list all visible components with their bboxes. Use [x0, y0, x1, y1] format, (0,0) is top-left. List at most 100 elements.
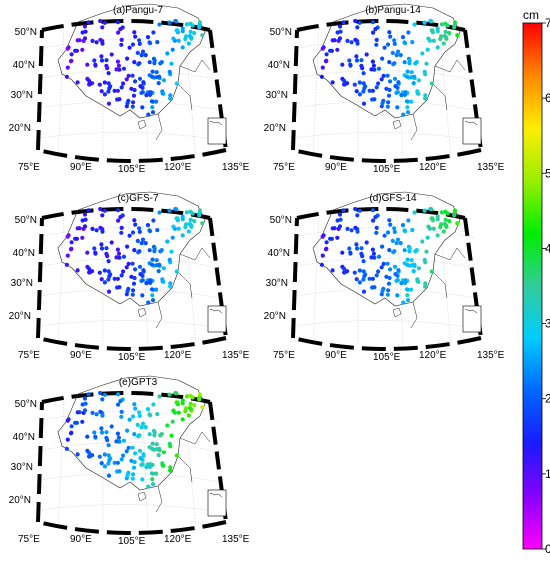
station-marker [380, 244, 385, 249]
station-marker [119, 230, 124, 235]
station-marker [121, 66, 127, 71]
station-marker [401, 300, 406, 305]
station-marker [132, 432, 137, 437]
station-marker [109, 52, 114, 57]
station-marker [392, 264, 398, 269]
station-marker [157, 262, 162, 267]
lon-label: 75°E [273, 350, 295, 361]
station-marker [135, 50, 140, 56]
station-marker [439, 210, 444, 215]
station-marker [372, 285, 377, 290]
inset-coast [209, 492, 223, 498]
station-marker [132, 60, 137, 65]
station-marker [143, 425, 148, 430]
lon-label: 90°E [70, 350, 92, 361]
lon-label: 120°E [419, 350, 447, 361]
station-marker [160, 279, 165, 284]
colorbar-tick-label: 0 [545, 542, 550, 556]
lat-label: 40°N [268, 248, 290, 259]
station-marker [154, 287, 159, 292]
station-marker [184, 22, 189, 27]
station-marker [361, 277, 366, 282]
station-marker [388, 34, 393, 39]
lon-label: 75°E [18, 350, 40, 361]
station-marker [374, 42, 379, 47]
station-marker [127, 233, 132, 238]
station-marker [405, 69, 410, 74]
station-marker [392, 41, 397, 47]
station-marker [125, 428, 130, 433]
station-marker [167, 441, 172, 446]
station-marker [109, 240, 114, 245]
station-marker [320, 46, 325, 51]
station-marker [192, 219, 197, 224]
station-marker [167, 257, 172, 262]
map-panel: (c)GFS-7 50°N 40°N 30°N 20°N 75°E 90°E 105°E 120… [9, 191, 250, 363]
station-marker [184, 222, 189, 227]
station-marker [137, 61, 142, 66]
station-marker [192, 30, 197, 36]
station-marker [94, 412, 99, 417]
station-marker [167, 392, 172, 397]
station-marker [370, 247, 375, 252]
station-marker [102, 20, 107, 25]
station-marker [349, 228, 354, 233]
station-marker [455, 221, 460, 226]
station-marker [124, 449, 129, 454]
station-marker [106, 101, 112, 106]
station-marker [152, 246, 157, 251]
station-marker [392, 38, 397, 43]
station-marker [151, 218, 156, 223]
station-marker [441, 229, 446, 234]
inset-coast [209, 120, 223, 126]
station-marker [342, 266, 347, 271]
station-marker [187, 405, 192, 411]
lat-label: 30°N [11, 462, 33, 473]
station-marker [150, 110, 156, 115]
station-marker [140, 49, 146, 54]
station-marker [188, 29, 193, 34]
lon-label: 120°E [419, 162, 447, 173]
station-marker [385, 42, 391, 47]
station-marker [370, 276, 375, 281]
lon-label: 105°E [118, 352, 146, 363]
station-marker [102, 452, 107, 457]
station-marker [87, 270, 93, 275]
station-marker [92, 58, 97, 63]
station-marker [187, 33, 192, 39]
map-background [38, 209, 226, 349]
station-marker [367, 276, 372, 281]
station-marker [442, 33, 447, 39]
station-marker [97, 82, 102, 87]
station-marker [385, 73, 390, 78]
station-marker [171, 224, 176, 229]
station-marker [87, 450, 92, 455]
station-marker [426, 224, 431, 229]
station-marker [93, 250, 98, 255]
station-markers [64, 390, 205, 489]
station-marker [145, 223, 151, 228]
station-marker [173, 18, 178, 24]
station-marker [414, 60, 419, 65]
station-marker [429, 81, 434, 86]
station-marker [106, 443, 111, 448]
lat-label: 40°N [13, 60, 35, 71]
panel-title: (b)Pangu-14 [365, 5, 421, 16]
station-marker [184, 34, 189, 39]
station-marker [114, 255, 119, 260]
station-marker [180, 217, 185, 222]
country-boundary [57, 3, 206, 119]
station-marker [328, 48, 333, 53]
station-marker [404, 287, 409, 292]
station-marker [190, 23, 195, 28]
station-marker [121, 453, 126, 458]
station-marker [387, 60, 392, 65]
station-marker [390, 50, 395, 56]
station-marker [99, 246, 105, 251]
station-marker [176, 38, 181, 43]
station-marker [106, 277, 111, 282]
station-marker [387, 30, 392, 35]
station-marker [150, 69, 155, 74]
station-marker [130, 414, 136, 419]
station-marker [357, 268, 362, 273]
